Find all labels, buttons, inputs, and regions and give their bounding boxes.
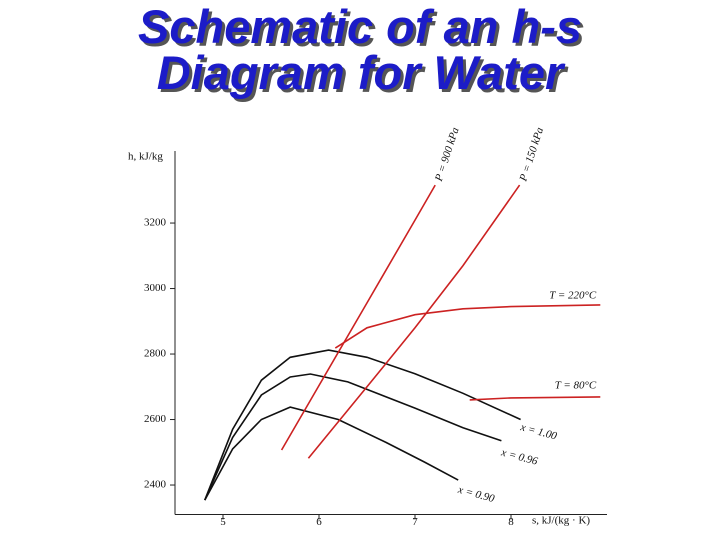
curve-label: P = 150 kPa: [517, 126, 546, 184]
curve-label: x = 1.00: [518, 421, 558, 443]
y-tick-label: 3000: [144, 282, 167, 294]
curve: [307, 184, 521, 459]
y-axis-label: h, kJ/kg: [128, 151, 163, 163]
curve: [204, 349, 521, 501]
y-tick-label: 3200: [144, 217, 167, 229]
curve: [204, 406, 459, 501]
y-tick-label: 2800: [144, 348, 167, 360]
curve-label: P = 900 kPa: [433, 126, 462, 184]
y-tick-label: 2400: [144, 479, 167, 491]
curve-label: T = 220°C: [549, 289, 597, 301]
x-axis-label: s, kJ/(kg · K): [532, 515, 590, 527]
curve: [469, 396, 601, 401]
x-tick-label: 7: [412, 516, 418, 528]
x-tick-label: 5: [220, 516, 226, 528]
chart-title: Schematic of an h-s Diagram for Water: [138, 0, 582, 99]
x-tick-label: 8: [508, 516, 514, 528]
curve: [204, 373, 502, 501]
curve-label: x = 0.90: [456, 484, 496, 506]
curve: [280, 184, 436, 451]
curve: [334, 304, 601, 349]
x-tick-label: 6: [316, 516, 322, 528]
curve-label: T = 80°C: [555, 379, 597, 391]
y-tick-label: 2600: [144, 413, 167, 425]
curve-label: x = 0.96: [499, 446, 539, 468]
